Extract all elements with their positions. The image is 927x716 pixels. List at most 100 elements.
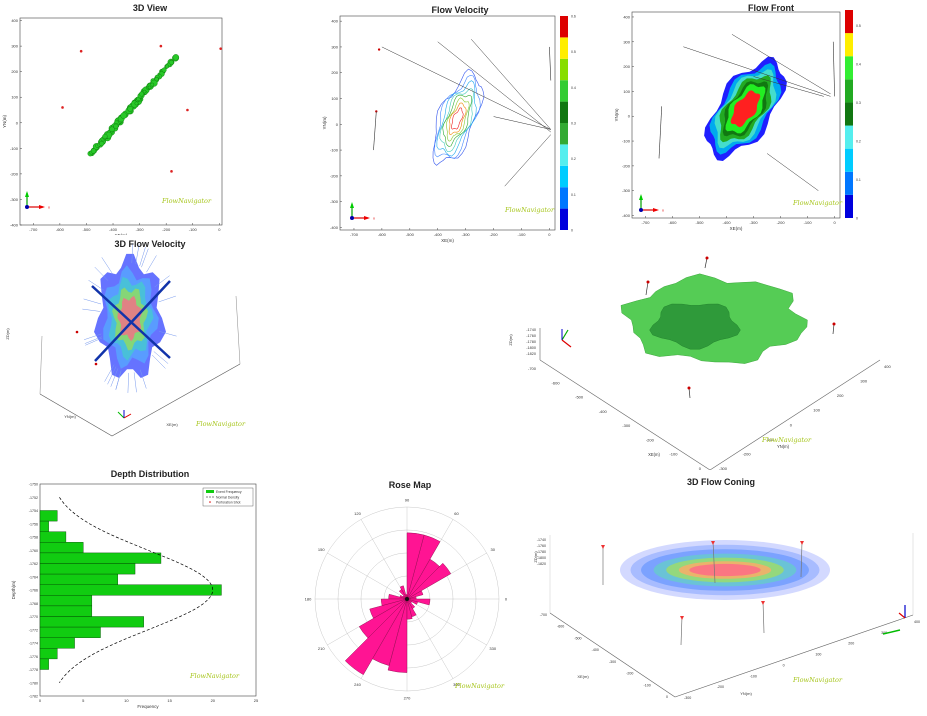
panel-3d-flow-velocity: 3D Flow Velocity YN(m) XE(m) ZD(m) FlowNavi… [0,236,300,446]
event-point [150,82,155,87]
velocity-vector [153,351,169,364]
y-tick-label: -100 [330,148,339,153]
y-tick-label: -1768 [29,602,38,606]
well-trace [704,257,708,269]
y-tick-label: -200 [330,173,339,178]
event-point [139,91,145,97]
colorbar-tick-label: 0.5 [571,50,576,54]
y-tick-label: 100 [623,89,630,94]
axis-glyph-origin [25,205,29,209]
z-tick-label: -1760 [537,544,546,548]
legend-label: Normal Density [216,496,239,500]
axis-line [39,393,113,437]
angle-tick-label: 180 [305,597,312,602]
x-tick-label: 0 [666,695,668,699]
x-tick-label: -100 [517,232,526,237]
panel-title: Rose Map [388,480,432,490]
y-tick-label: 200 [837,393,844,398]
z-tick-label: -1780 [537,550,546,554]
perforation-marker [186,108,189,112]
x-tick-label: 20 [211,698,216,703]
angle-tick-label: 270 [404,696,411,701]
velocity-vector [85,337,103,346]
perforation-marker [687,386,691,390]
x-tick-label: 0 [699,466,702,470]
colorbar-tick-label: 0.1 [856,178,861,182]
chart-depth-distribution: 0 5 10 15 20 25 -1750 -1752 -1754 -1756 -1758 -1760… [11,483,259,710]
event-point [120,112,127,119]
rose-sector [387,598,408,673]
x-tick-label: -400 [592,648,599,652]
axis-line [549,612,676,698]
legend-box [202,487,254,507]
colorbar-segment [845,79,853,103]
velocity-vector [141,248,149,268]
monitor-ray [381,46,551,130]
x-tick-label: -500 [406,232,415,237]
event-point [172,54,180,61]
velocity-vector [101,257,113,274]
x-tick-label: -300 [462,232,471,237]
watermark: FlowNavigator [504,206,555,214]
plot-frame [339,15,556,231]
angle-tick-label: 0 [505,597,508,602]
velocity-vector [83,298,102,305]
axis-line [111,363,241,437]
rose-sector [406,562,452,600]
event-point [99,141,105,147]
x-axis-label: Frequency [137,704,159,709]
histogram-bar [39,648,58,660]
velocity-vector [135,244,140,265]
histogram-bar [39,510,58,522]
axis-glyph-y-head [350,202,354,208]
x-tick-label: -600 [56,227,65,232]
rose-sector [406,532,425,600]
perforation-marker [219,47,222,50]
x-tick-label: -300 [609,660,616,664]
flow-front-inner [649,303,741,350]
colorbar-segment [560,144,568,166]
y-tick-label: 300 [11,44,18,49]
angle-tick-label: 150 [318,547,325,552]
y-tick-label: -300 [719,466,728,470]
angle-tick-label: 330 [489,646,496,651]
rose-sector [406,598,417,618]
angle-tick-label: 120 [354,511,361,516]
colorbar-segment [845,125,853,149]
chart-3d-flow-coning: -1740 -1760 -1780 -1800 -1820 -700 -600 -500 -40… [533,533,920,700]
x-tick-label: -500 [574,636,581,640]
x-tick-label: -700 [29,227,38,232]
axis-glyph-origin [350,216,354,220]
perforation-marker [680,616,684,620]
axis-glyph-x-label: x [48,205,50,210]
axis-glyph-x-head [364,216,370,220]
y-tick-label: -300 [684,696,691,700]
y-tick-label: 300 [881,631,887,635]
axis-glyph-x-head [653,208,659,212]
velocity-axis [94,280,171,362]
legend-label: Event Frequency [216,490,242,494]
y-tick-label: -100 [622,139,631,144]
x-tick-label: -100 [189,227,198,232]
colorbar-segment [560,16,568,38]
colorbar-segment [845,194,853,218]
axis-line [539,359,711,471]
x-tick-label: -600 [552,380,561,385]
colorbar-tick-label: 0.2 [856,139,861,143]
y-tick-label: -400 [10,223,19,228]
velocity-contour [434,74,481,160]
well-trace [832,323,835,335]
velocity-vector [84,336,102,344]
histogram-bar [39,552,162,564]
colorbar-tick-label: 0.3 [571,122,576,126]
x-tick-label: -400 [434,232,443,237]
x-tick-label: -200 [646,437,655,442]
axis-glyph-origin [639,208,643,212]
colorbar-tick-label: 0.3 [856,101,861,105]
axis-glyph-x [898,612,906,619]
panel-title: 3D Flow Coning [687,477,755,487]
colorbar-tick-label: 0.2 [571,157,576,161]
monitor-ray [493,116,551,130]
histogram-bar [39,563,136,575]
y-tick-label: 200 [11,69,18,74]
